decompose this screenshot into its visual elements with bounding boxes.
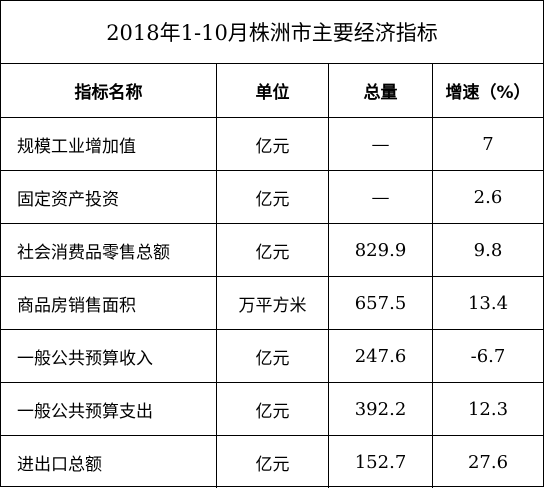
row-name: 固定资产投资 (1, 171, 217, 224)
table-row: 一般公共预算支出 亿元 392.2 12.3 (1, 383, 543, 436)
table-row: 一般公共预算收入 亿元 247.6 -6.7 (1, 330, 543, 383)
row-name: 进出口总额 (1, 436, 217, 488)
row-unit: 亿元 (217, 171, 329, 224)
row-name: 社会消费品零售总额 (1, 224, 217, 277)
row-total: 247.6 (329, 330, 433, 383)
header-total: 总量 (329, 64, 433, 118)
row-total: — (329, 171, 433, 224)
header-row: 指标名称 单位 总量 增速（%） (1, 64, 543, 118)
row-speed: 12.3 (433, 383, 544, 436)
header-name: 指标名称 (1, 64, 217, 118)
table-row: 规模工业增加值 亿元 — 7 (1, 118, 543, 171)
header-speed: 增速（%） (433, 64, 544, 118)
row-total: 152.7 (329, 436, 433, 488)
row-speed: 2.6 (433, 171, 544, 224)
row-speed: 7 (433, 118, 544, 171)
indicator-table: 指标名称 单位 总量 增速（%） 规模工业增加值 亿元 — 7 固定资产投资 亿… (1, 64, 543, 488)
table-title: 2018年1-10月株洲市主要经济指标 (1, 1, 543, 64)
table-row: 商品房销售面积 万平方米 657.5 13.4 (1, 277, 543, 330)
header-unit: 单位 (217, 64, 329, 118)
row-speed: 13.4 (433, 277, 544, 330)
row-total: 829.9 (329, 224, 433, 277)
table-row: 固定资产投资 亿元 — 2.6 (1, 171, 543, 224)
row-unit: 万平方米 (217, 277, 329, 330)
row-name: 一般公共预算支出 (1, 383, 217, 436)
row-speed: -6.7 (433, 330, 544, 383)
row-name: 规模工业增加值 (1, 118, 217, 171)
row-name: 一般公共预算收入 (1, 330, 217, 383)
row-unit: 亿元 (217, 383, 329, 436)
row-unit: 亿元 (217, 436, 329, 488)
row-unit: 亿元 (217, 330, 329, 383)
row-unit: 亿元 (217, 224, 329, 277)
row-total: — (329, 118, 433, 171)
row-total: 392.2 (329, 383, 433, 436)
row-speed: 27.6 (433, 436, 544, 488)
row-unit: 亿元 (217, 118, 329, 171)
row-total: 657.5 (329, 277, 433, 330)
row-name: 商品房销售面积 (1, 277, 217, 330)
table-row: 进出口总额 亿元 152.7 27.6 (1, 436, 543, 488)
table-row: 社会消费品零售总额 亿元 829.9 9.8 (1, 224, 543, 277)
row-speed: 9.8 (433, 224, 544, 277)
